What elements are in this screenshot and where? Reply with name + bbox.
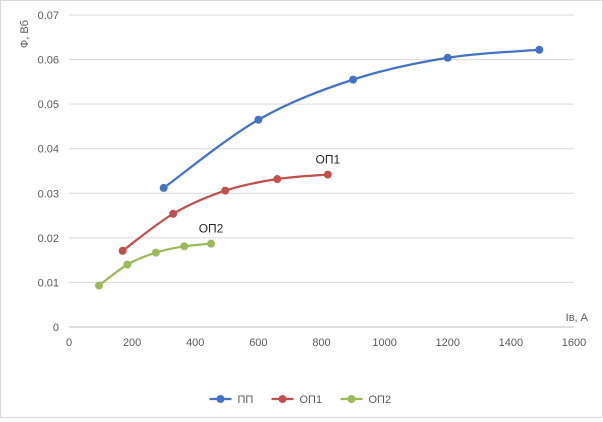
data-point xyxy=(118,246,127,255)
y-tick-label: 0.05 xyxy=(38,99,59,111)
series-line-2 xyxy=(121,173,329,252)
legend-marker xyxy=(216,395,225,403)
data-point xyxy=(443,53,452,62)
data-point xyxy=(180,242,189,251)
data-point xyxy=(349,75,358,84)
series-line-1 xyxy=(162,48,541,190)
y-tick-label: 0.04 xyxy=(38,144,59,156)
legend-label: ПП xyxy=(238,394,254,406)
data-point xyxy=(535,45,544,54)
tick-labels: 0 0.01 0.02 0.03 0.04 0.05 0.06 0.07 0 200 400 600 8… xyxy=(38,10,587,349)
y-tick-label: 0.03 xyxy=(38,188,59,200)
legend-label: ОП2 xyxy=(369,394,392,406)
x-tick-label: 600 xyxy=(249,337,267,349)
x-tick-label: 800 xyxy=(312,337,330,349)
data-point xyxy=(159,183,168,192)
y-tick-label: 0.01 xyxy=(38,277,59,289)
x-tick-label: 1000 xyxy=(372,337,396,349)
x-tick-label: 1600 xyxy=(562,337,586,349)
annotations: ОП1 ОП2 xyxy=(199,153,341,236)
x-axis-title: Iв, А xyxy=(566,312,589,324)
legend: ПП ОП1 ОП2 xyxy=(209,394,392,406)
series-layer xyxy=(94,45,544,290)
x-tick-label: 0 xyxy=(66,337,72,349)
x-tick-label: 200 xyxy=(123,337,141,349)
data-point xyxy=(169,209,178,218)
y-axis-title: Ф, Вб xyxy=(19,20,31,48)
data-point xyxy=(221,186,230,195)
legend-marker xyxy=(278,395,287,403)
data-point xyxy=(123,260,132,269)
y-tick-label: 0.02 xyxy=(38,233,59,245)
series-annotation: ОП1 xyxy=(315,153,340,167)
gridlines xyxy=(69,14,574,283)
data-point xyxy=(207,239,216,248)
y-tick-label: 0 xyxy=(53,322,59,334)
y-tick-label: 0.06 xyxy=(38,55,59,67)
legend-label: ОП1 xyxy=(300,394,323,406)
legend-marker xyxy=(347,395,356,403)
x-tick-label: 1400 xyxy=(499,337,523,349)
y-tick-label: 0.07 xyxy=(38,10,59,22)
axes: Iв, А Ф, Вб xyxy=(19,20,589,328)
data-point xyxy=(323,170,332,179)
series-annotation: ОП2 xyxy=(199,222,224,236)
data-point xyxy=(94,281,103,290)
data-point xyxy=(273,175,282,184)
x-tick-label: 400 xyxy=(186,337,204,349)
data-point xyxy=(254,115,263,124)
x-tick-label: 1200 xyxy=(436,337,460,349)
data-point xyxy=(151,248,160,257)
